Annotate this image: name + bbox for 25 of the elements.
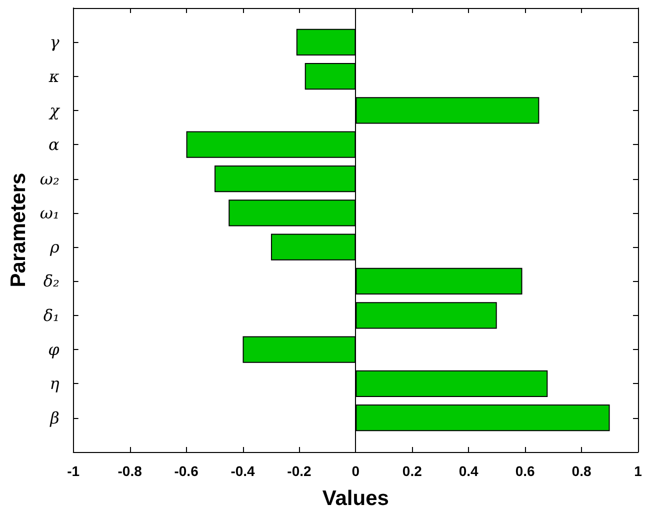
y-tick-label: ω₁ bbox=[40, 203, 60, 222]
y-tick-label: β bbox=[49, 408, 60, 428]
y-tick-label: γ bbox=[50, 32, 60, 52]
x-tick-label: -0.8 bbox=[118, 463, 142, 479]
y-tick-label: φ bbox=[48, 340, 60, 360]
y-tick-label: α bbox=[48, 135, 60, 154]
x-axis-title: Values bbox=[322, 487, 389, 510]
y-tick-label: κ bbox=[48, 66, 60, 86]
x-tick-label: 0.4 bbox=[458, 463, 479, 479]
x-tick-label: 0.6 bbox=[515, 463, 536, 479]
x-tick-label: 0.8 bbox=[572, 463, 592, 479]
x-tick-label: -0.4 bbox=[230, 463, 256, 479]
y-tick-label: η bbox=[50, 374, 60, 394]
y-tick-label: δ₁ bbox=[43, 306, 60, 325]
x-tick-label: 0 bbox=[352, 463, 360, 479]
x-tick-label: -0.6 bbox=[174, 463, 199, 479]
x-tick-label: -0.2 bbox=[287, 463, 312, 479]
y-tick-label: δ₂ bbox=[43, 272, 60, 291]
x-tick-label: 1 bbox=[634, 463, 642, 479]
y-tick-label: ω₂ bbox=[40, 169, 60, 188]
y-tick-label: χ bbox=[48, 100, 61, 120]
x-tick-label: -1 bbox=[67, 463, 80, 479]
y-tick-label: ρ bbox=[48, 238, 60, 257]
y-axis-title: Parameters bbox=[7, 172, 30, 288]
x-tick-label: 0.2 bbox=[402, 463, 422, 479]
